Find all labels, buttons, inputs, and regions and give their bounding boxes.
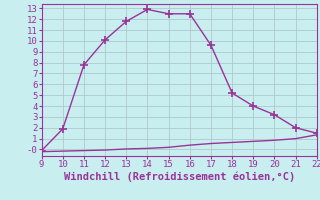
X-axis label: Windchill (Refroidissement éolien,°C): Windchill (Refroidissement éolien,°C) bbox=[64, 172, 295, 182]
